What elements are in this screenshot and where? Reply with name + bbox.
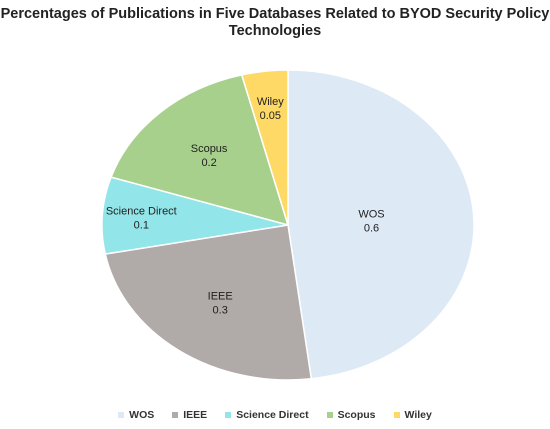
slice-name-label-wos: WOS xyxy=(358,209,384,221)
legend-item-science-direct: Science Direct xyxy=(225,409,309,421)
legend-label-scopus: Scopus xyxy=(337,409,376,421)
legend-item-ieee: IEEE xyxy=(172,409,207,421)
chart-title-text: Percentages of Publications in Five Data… xyxy=(0,6,550,39)
slice-value-label-scopus: 0.2 xyxy=(201,157,216,169)
slice-value-label-ieee: 0.3 xyxy=(213,305,228,317)
slice-value-label-wiley: 0.05 xyxy=(260,110,281,122)
legend-item-scopus: Scopus xyxy=(326,409,376,421)
chart-legend: WOS IEEE Science Direct Scopus Wiley xyxy=(0,409,550,421)
legend-label-wiley: Wiley xyxy=(404,409,432,421)
pie-slice-science-direct xyxy=(101,176,289,255)
legend-label-wos: WOS xyxy=(129,409,155,421)
slice-name-label-wiley: Wiley xyxy=(257,96,284,108)
legend-swatch-wiley xyxy=(393,412,400,418)
legend-swatch-ieee xyxy=(172,412,179,418)
slice-value-label-wos: 0.6 xyxy=(364,223,379,235)
pie-slice-scopus xyxy=(110,73,290,227)
legend-swatch-wos xyxy=(118,412,125,418)
legend-label-ieee: IEEE xyxy=(183,409,208,421)
pie-slices xyxy=(101,69,475,381)
pie-slice-wos xyxy=(287,69,475,380)
legend-item-wiley: Wiley xyxy=(393,409,432,421)
legend-swatch-scopus xyxy=(326,412,333,418)
slice-value-label-science-direct: 0.1 xyxy=(134,219,149,231)
slice-name-label-ieee: IEEE xyxy=(208,291,233,303)
pie-slice-ieee xyxy=(104,224,313,381)
legend-swatch-science-direct xyxy=(225,412,232,418)
legend-item-wos: WOS xyxy=(118,409,154,421)
slice-name-label-scopus: Scopus xyxy=(191,143,228,155)
chart-title: Percentages of Publications in Five Data… xyxy=(0,6,550,40)
slice-name-label-science-direct: Science Direct xyxy=(106,205,177,217)
pie-slice-wiley xyxy=(240,69,289,226)
legend-label-science-direct: Science Direct xyxy=(236,409,309,421)
pie-labels: WOS 0.6 IEEE 0.3 Science Direct 0.1 Scopus 0.2 W… xyxy=(106,96,385,317)
